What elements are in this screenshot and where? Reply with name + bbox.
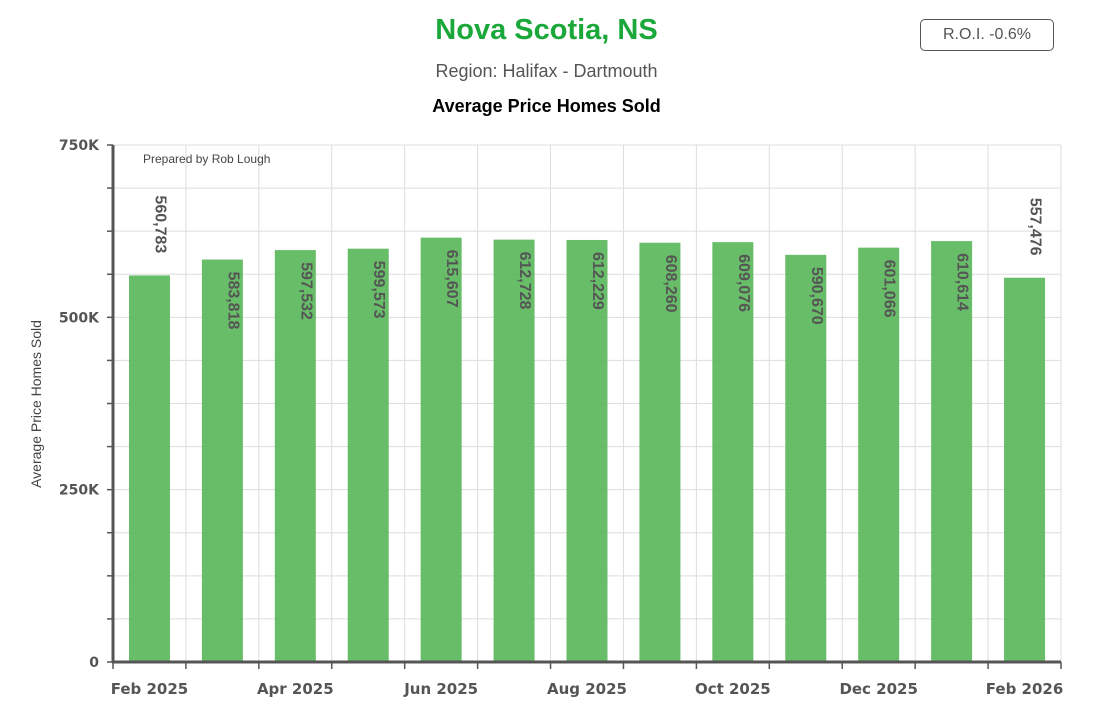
data-label: 615,607 <box>443 250 460 308</box>
bar <box>347 248 389 663</box>
bar <box>785 254 827 662</box>
x-tick-label: Apr 2025 <box>257 680 334 698</box>
roi-badge: R.O.I. -0.6% <box>920 19 1054 51</box>
bar <box>420 237 462 662</box>
data-label: 612,728 <box>516 252 533 310</box>
data-label: 583,818 <box>224 272 241 330</box>
bar <box>858 247 900 663</box>
bar <box>274 250 316 663</box>
data-label: 597,532 <box>297 262 314 320</box>
chart-subtitle: Region: Halifax - Dartmouth <box>435 61 658 81</box>
data-label: 590,670 <box>808 267 825 325</box>
x-tick-label: Dec 2025 <box>839 680 918 698</box>
x-tick-label: Oct 2025 <box>695 680 771 698</box>
data-label: 612,229 <box>589 252 606 310</box>
x-tick-label: Jun 2025 <box>403 680 478 698</box>
x-tick-label: Feb 2025 <box>111 680 189 698</box>
bar <box>931 241 973 662</box>
y-tick-label: 0 <box>89 655 99 671</box>
chart-title: Nova Scotia, NS <box>435 14 658 46</box>
bar <box>639 242 681 662</box>
data-label: 557,476 <box>1027 198 1044 256</box>
chart-heading: Average Price Homes Sold <box>432 96 661 116</box>
bar <box>1004 277 1046 662</box>
data-label: 610,614 <box>954 253 971 311</box>
data-label: 599,573 <box>370 261 387 319</box>
data-label: 560,783 <box>151 195 168 253</box>
y-tick-label: 250K <box>59 483 100 499</box>
bar <box>566 239 608 662</box>
bar <box>128 275 170 662</box>
y-axis-label: Average Price Homes Sold <box>28 320 44 488</box>
bar <box>493 239 535 662</box>
data-label: 601,066 <box>881 260 898 318</box>
bar <box>201 259 243 662</box>
y-tick-label: 500K <box>59 310 100 326</box>
data-label: 608,260 <box>662 255 679 313</box>
x-tick-label: Feb 2026 <box>986 680 1064 698</box>
prepared-by-annotation: Prepared by Rob Lough <box>143 152 270 166</box>
bar <box>712 242 754 662</box>
x-tick-label: Aug 2025 <box>547 680 627 698</box>
data-label: 609,076 <box>735 254 752 312</box>
y-tick-label: 750K <box>59 138 100 154</box>
